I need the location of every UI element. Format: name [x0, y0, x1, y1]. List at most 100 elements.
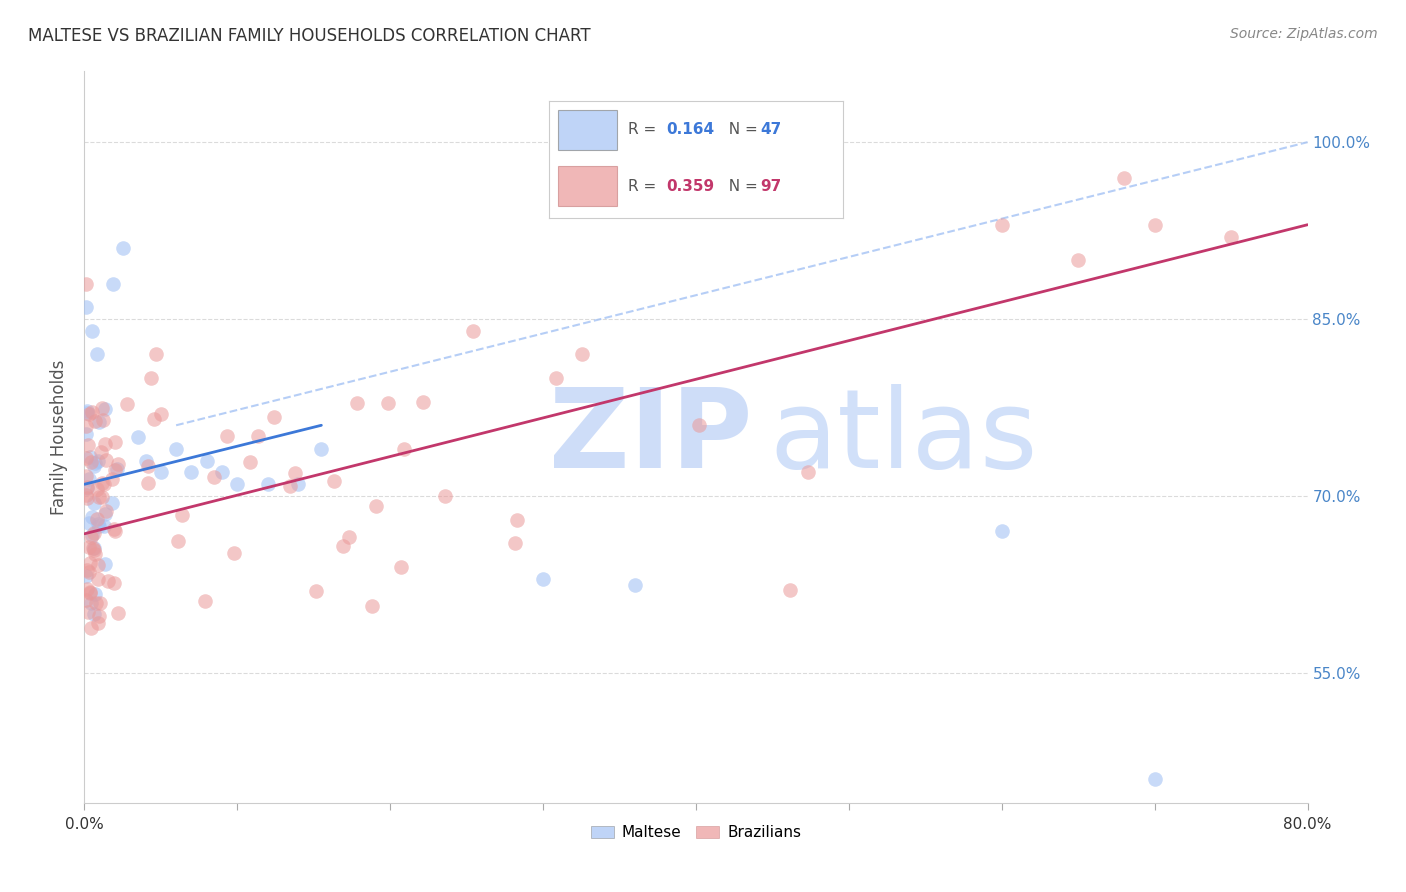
Point	[83, 543, 105, 558]
Point	[77, 472, 100, 486]
Text: MALTESE VS BRAZILIAN FAMILY HOUSEHOLDS CORRELATION CHART: MALTESE VS BRAZILIAN FAMILY HOUSEHOLDS C…	[28, 27, 591, 45]
Point	[75, 488, 97, 502]
Point	[1114, 170, 1136, 185]
Point	[76, 480, 98, 494]
Point	[76, 406, 98, 420]
Point	[392, 442, 415, 456]
Point	[544, 371, 567, 385]
Point	[76, 582, 98, 596]
Point	[87, 454, 110, 468]
Point	[278, 479, 301, 493]
Point	[82, 541, 104, 556]
Point	[93, 557, 115, 571]
Point	[779, 583, 801, 598]
Point	[323, 475, 346, 489]
Point	[87, 490, 110, 504]
Point	[141, 371, 163, 385]
Point	[75, 568, 97, 582]
Point	[80, 621, 103, 635]
Point	[107, 606, 129, 620]
Point	[79, 585, 101, 599]
Point	[463, 324, 485, 338]
Y-axis label: Family Households: Family Households	[51, 359, 69, 515]
Point	[127, 430, 149, 444]
Point	[136, 475, 159, 490]
Point	[89, 415, 111, 429]
Point	[101, 496, 124, 510]
Point	[94, 507, 117, 521]
Point	[226, 477, 249, 491]
Point	[103, 522, 125, 536]
Point	[79, 586, 101, 600]
Point	[97, 574, 120, 588]
Point	[75, 469, 97, 483]
Point	[75, 426, 97, 441]
Point	[80, 596, 103, 610]
Point	[86, 512, 108, 526]
Point	[75, 301, 97, 315]
Point	[77, 541, 100, 555]
Point	[91, 475, 114, 490]
Point	[257, 477, 280, 491]
Point	[305, 583, 328, 598]
Point	[83, 414, 105, 428]
Point	[506, 513, 529, 527]
Point	[86, 347, 108, 361]
Point	[83, 525, 105, 540]
Point	[80, 455, 103, 469]
Point	[180, 466, 202, 480]
Point	[991, 524, 1014, 539]
Point	[111, 241, 134, 255]
Point	[103, 575, 125, 590]
Point	[332, 539, 354, 553]
Point	[263, 409, 285, 424]
Point	[624, 577, 647, 591]
Point	[239, 454, 262, 468]
Point	[150, 407, 173, 421]
Point	[80, 509, 103, 524]
Point	[389, 559, 412, 574]
Point	[101, 277, 124, 291]
Point	[76, 491, 98, 505]
Point	[149, 466, 172, 480]
Text: atlas: atlas	[769, 384, 1038, 491]
Text: Source: ZipAtlas.com: Source: ZipAtlas.com	[1230, 27, 1378, 41]
Point	[346, 396, 368, 410]
Point	[797, 466, 820, 480]
Point	[76, 404, 98, 418]
Point	[503, 536, 526, 550]
Legend: Maltese, Brazilians: Maltese, Brazilians	[585, 819, 807, 847]
Point	[105, 462, 128, 476]
Point	[94, 437, 117, 451]
Point	[76, 563, 98, 577]
Point	[215, 429, 238, 443]
Point	[79, 450, 101, 464]
Point	[195, 453, 218, 467]
Point	[77, 566, 100, 580]
Point	[688, 418, 710, 433]
Point	[361, 599, 384, 613]
Point	[337, 530, 360, 544]
Point	[145, 347, 167, 361]
Point	[75, 592, 97, 607]
Point	[94, 402, 117, 417]
Point	[84, 457, 107, 471]
Point	[77, 516, 100, 531]
Point	[75, 419, 97, 434]
Point	[531, 572, 554, 586]
Point	[991, 218, 1014, 232]
Point	[90, 445, 112, 459]
Point	[104, 524, 127, 539]
Point	[222, 546, 245, 560]
Point	[202, 470, 225, 484]
Point	[284, 466, 307, 480]
Text: ZIP: ZIP	[550, 384, 752, 491]
Point	[75, 277, 97, 291]
Point	[1220, 229, 1243, 244]
Point	[87, 616, 110, 631]
Point	[377, 396, 399, 410]
Point	[82, 324, 104, 338]
Point	[172, 508, 194, 522]
Point	[434, 489, 457, 503]
Point	[412, 394, 434, 409]
